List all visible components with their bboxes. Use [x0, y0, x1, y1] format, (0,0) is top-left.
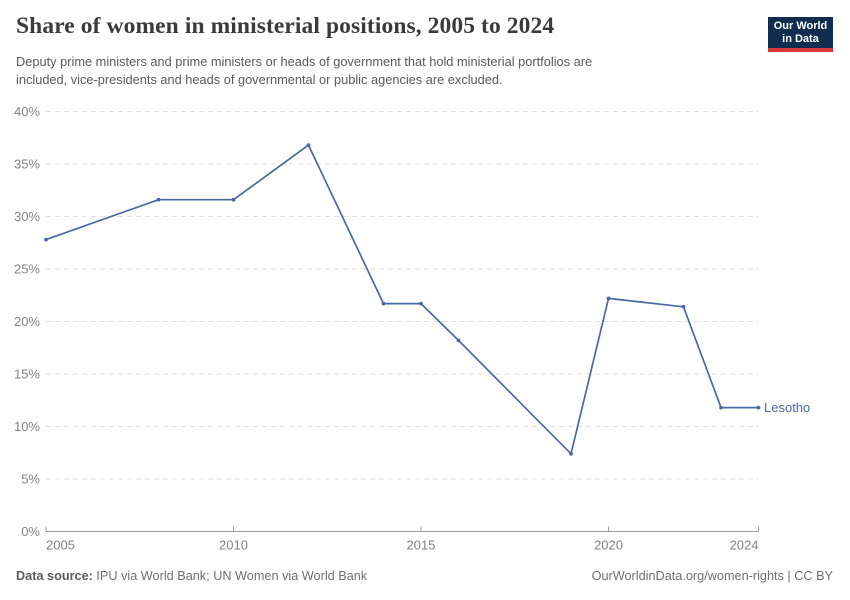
chart-subtitle: Deputy prime ministers and prime ministe…: [16, 53, 776, 89]
data-source-label: Data source:: [16, 569, 93, 583]
series-line: [45, 144, 760, 455]
data-source-text: IPU via World Bank; UN Women via World B…: [96, 569, 368, 583]
data-point: [306, 143, 311, 148]
data-point: [456, 338, 461, 343]
x-tick-label: 2005: [46, 538, 75, 553]
owid-logo-line-1: Our World: [773, 20, 828, 32]
chart-title: Share of women in ministerial positions,…: [16, 13, 555, 39]
data-point: [231, 197, 236, 202]
y-tick-label: 0%: [21, 524, 40, 539]
y-tick-label: 25%: [14, 262, 40, 277]
y-tick-label: 5%: [21, 472, 40, 487]
data-point: [569, 451, 573, 456]
x-tick-label: 2010: [219, 538, 248, 553]
data-point: [419, 301, 423, 306]
x-tick-label: 2015: [407, 538, 436, 553]
x-tick-label: 2020: [594, 538, 623, 553]
subtitle-line-2: included, vice-presidents and heads of g…: [16, 72, 503, 87]
series-end-label: Lesotho: [764, 400, 810, 415]
data-point: [719, 405, 723, 410]
footer-credit-link[interactable]: OurWorldinData.org/women-rights | CC BY: [591, 569, 833, 583]
data-point: [44, 237, 48, 242]
y-tick-label: 30%: [14, 209, 40, 224]
data-point: [681, 304, 686, 309]
y-tick-label: 20%: [14, 314, 40, 329]
y-tick-label: 15%: [14, 367, 40, 382]
data-point: [606, 296, 611, 301]
owid-logo-line-2: in Data: [782, 32, 819, 45]
chart-footer: Data source: IPU via World Bank; UN Wome…: [16, 569, 833, 583]
y-tick-label: 35%: [14, 157, 40, 172]
y-tick-label: 10%: [14, 419, 40, 434]
data-point: [381, 301, 386, 306]
data-point: [156, 197, 161, 202]
owid-logo: Our World in Data: [768, 17, 833, 52]
subtitle-line-1: Deputy prime ministers and prime ministe…: [16, 54, 593, 69]
data-source-note: Data source: IPU via World Bank; UN Wome…: [16, 569, 367, 583]
y-tick-label: 40%: [14, 104, 40, 119]
x-tick-label: 2024: [730, 538, 759, 553]
data-point: [756, 405, 761, 410]
